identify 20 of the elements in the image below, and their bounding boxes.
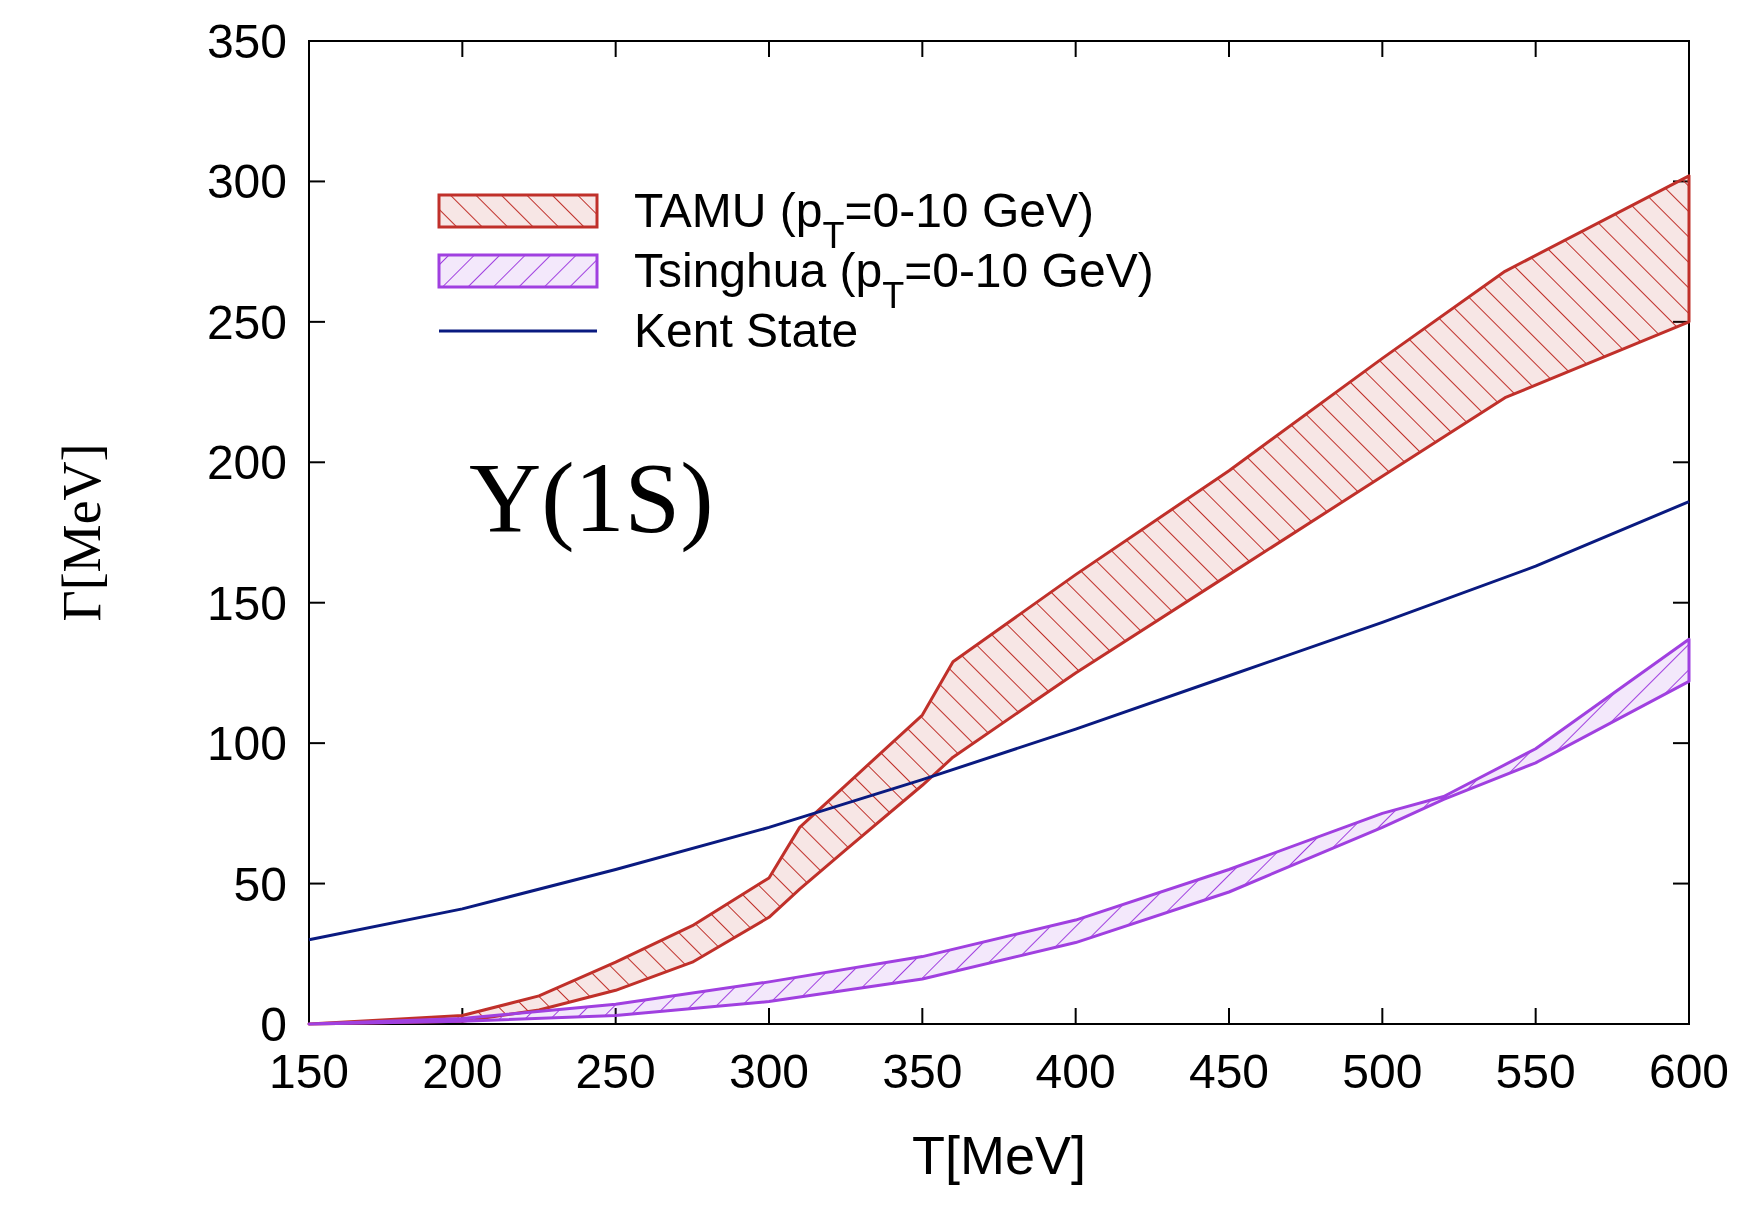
x-tick-label: 600 <box>1648 1045 1730 1098</box>
x-axis-title: T[MeV] <box>911 1125 1087 1185</box>
y-tick-label: 50 <box>233 857 287 911</box>
y-tick-label: 150 <box>206 576 287 630</box>
y-tick-label: 350 <box>206 15 287 68</box>
y-tick-label: 100 <box>206 717 287 771</box>
x-tick-label: 300 <box>728 1045 810 1098</box>
x-tick-label: 450 <box>1188 1045 1270 1098</box>
x-tick-label: 400 <box>1035 1045 1116 1098</box>
x-tick-label: 200 <box>422 1045 503 1098</box>
x-tick-label: 550 <box>1495 1045 1576 1098</box>
x-tick-label: 350 <box>882 1045 963 1098</box>
y-tick-label: 300 <box>206 155 287 209</box>
y-axis-title: Γ[MeV] <box>52 443 112 622</box>
y-tick-label: 200 <box>206 436 287 490</box>
annotation: Υ(1S) <box>469 442 714 553</box>
y-tick-label: 250 <box>206 295 287 349</box>
x-tick-label: 500 <box>1342 1045 1423 1098</box>
x-tick-label: 250 <box>575 1045 656 1098</box>
legend-label: Kent State <box>634 304 859 357</box>
